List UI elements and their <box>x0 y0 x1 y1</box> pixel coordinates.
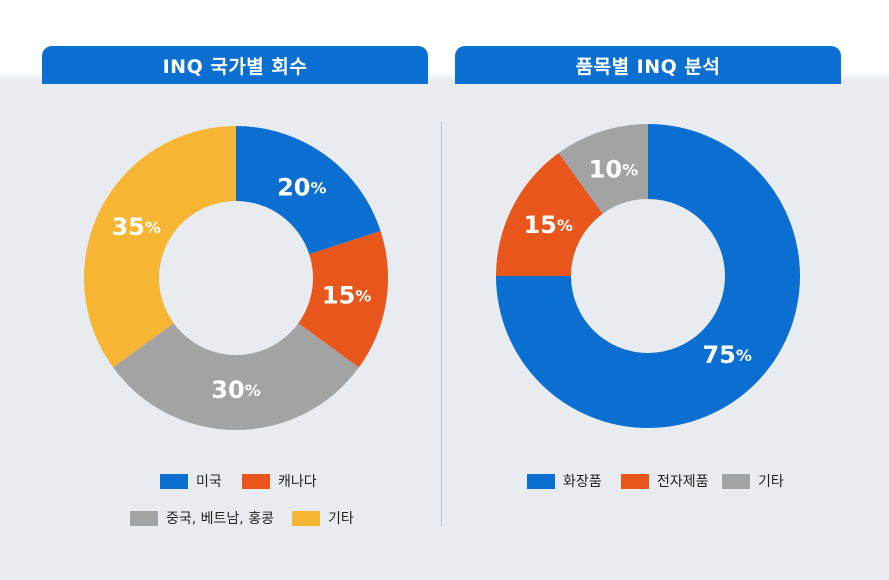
slice-value-label: 35% <box>111 213 160 241</box>
donut-slice <box>558 124 648 214</box>
donut-slice <box>298 231 388 368</box>
legend-swatch <box>242 473 270 489</box>
legend-label: 미국 <box>196 474 222 490</box>
legend-label: 전자제품 <box>657 474 709 490</box>
legend-item: 전자제품 <box>621 471 709 491</box>
slice-value-label: 30% <box>211 376 260 404</box>
legend-swatch <box>130 510 158 526</box>
legend-label: 중국, 베트남, 홍콩 <box>166 511 274 527</box>
donut-slice <box>84 125 236 368</box>
legend-item: 기타 <box>292 508 354 528</box>
slice-value-label: 75% <box>702 341 751 369</box>
legend-label: 화장품 <box>563 474 602 490</box>
legend-item: 기타 <box>722 471 784 491</box>
slice-value-label: 15% <box>523 211 572 239</box>
legend-item: 캐나다 <box>242 471 317 491</box>
legend-swatch <box>292 510 320 526</box>
slice-value-label: 20% <box>277 173 326 201</box>
slice-value-label: 10% <box>589 155 638 183</box>
donut-slice <box>496 153 603 276</box>
country-chart-title: INQ 국가별 회수 <box>42 46 428 84</box>
product-chart-title: 품목별 INQ 분석 <box>455 46 841 84</box>
panel-divider <box>441 122 442 526</box>
donut-slice <box>236 126 381 255</box>
legend-label: 기타 <box>328 511 354 527</box>
legend-item: 화장품 <box>527 471 602 491</box>
donut-slice <box>496 124 800 428</box>
legend-swatch <box>527 473 555 489</box>
slice-value-label: 15% <box>322 282 371 310</box>
legend-label: 캐나다 <box>278 474 317 490</box>
legend-swatch <box>621 473 649 489</box>
legend-swatch <box>722 473 750 489</box>
legend-item: 미국 <box>160 471 222 491</box>
donut-slice <box>113 323 359 431</box>
legend-swatch <box>160 473 188 489</box>
legend-label: 기타 <box>758 474 784 490</box>
legend-item: 중국, 베트남, 홍콩 <box>130 508 274 528</box>
